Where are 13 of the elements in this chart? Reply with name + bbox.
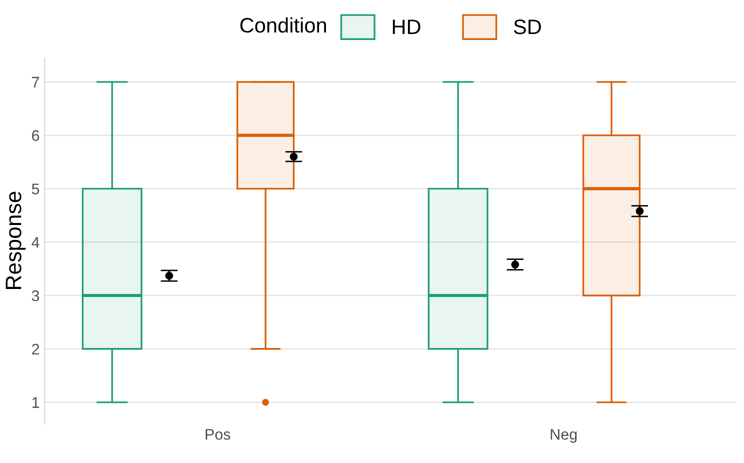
y-tick-label: 6 [32,130,40,141]
x-tick-label: Neg [550,429,577,443]
y-axis-title: Response [6,192,26,289]
y-tick-label: 5 [32,184,40,194]
y-tick-label: 1 [32,397,40,408]
y-tick-label: 2 [32,344,40,354]
y-tick-label: 3 [32,290,40,302]
y-tick-label: 4 [32,237,40,248]
x-tick-label: Pos [206,429,230,440]
y-tick-label: 7 [32,76,40,88]
legend-title: Condition [240,17,326,33]
legend-label: SD [514,19,541,34]
legend-label: HD [392,20,420,34]
